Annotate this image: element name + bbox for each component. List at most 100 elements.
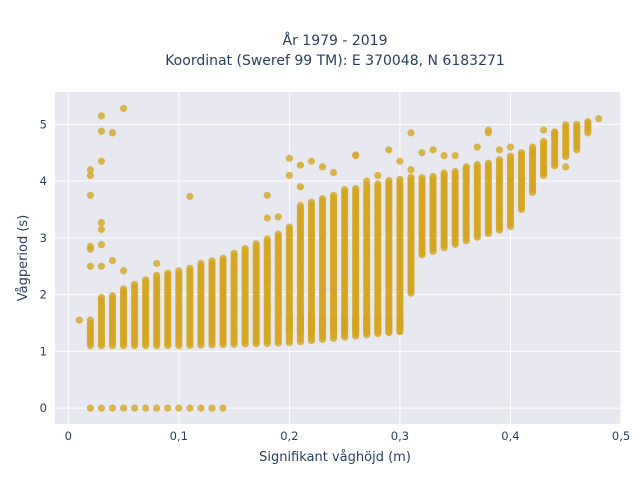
data-point xyxy=(429,146,437,154)
data-point xyxy=(573,146,581,154)
data-point xyxy=(130,404,139,412)
data-point xyxy=(285,314,293,322)
data-point xyxy=(484,159,492,167)
data-point xyxy=(484,129,492,137)
data-point xyxy=(186,192,194,201)
data-point xyxy=(363,177,371,185)
data-point xyxy=(75,316,83,324)
data-point xyxy=(396,285,404,293)
data-point xyxy=(208,404,216,412)
data-point xyxy=(86,166,94,174)
data-point xyxy=(197,404,205,412)
data-point xyxy=(164,404,172,412)
data-point xyxy=(473,143,481,151)
data-point xyxy=(263,276,271,285)
chart-title-line-1: År 1979 - 2019 xyxy=(283,32,388,49)
data-point xyxy=(296,201,305,210)
data-points xyxy=(75,104,603,412)
data-point xyxy=(495,146,503,154)
y-tick-label: 0 xyxy=(40,401,47,415)
data-point xyxy=(296,161,305,169)
data-point xyxy=(285,171,293,180)
data-point xyxy=(274,213,282,221)
data-point xyxy=(352,184,360,193)
data-point xyxy=(86,245,94,253)
data-point xyxy=(97,112,106,120)
data-point xyxy=(396,157,404,165)
data-point xyxy=(506,143,515,151)
data-point xyxy=(551,129,559,137)
data-point xyxy=(186,264,194,272)
data-point xyxy=(142,276,150,284)
data-point xyxy=(153,259,161,267)
y-tick-label: 2 xyxy=(40,288,47,302)
data-point xyxy=(374,180,382,188)
data-point xyxy=(329,168,338,177)
data-point xyxy=(352,314,360,322)
data-point xyxy=(285,154,293,162)
data-point xyxy=(164,269,172,277)
data-point xyxy=(130,280,139,288)
data-point xyxy=(119,267,128,275)
x-tick-label: 0,5 xyxy=(612,429,630,443)
data-point xyxy=(108,292,117,300)
data-point xyxy=(86,262,94,270)
data-point xyxy=(142,404,150,412)
plot-background xyxy=(55,92,621,424)
data-point xyxy=(495,156,503,164)
data-point xyxy=(119,285,128,293)
data-point xyxy=(352,151,360,159)
data-point xyxy=(440,151,448,160)
data-point xyxy=(97,225,106,233)
data-point xyxy=(296,183,305,191)
data-point xyxy=(230,249,238,258)
data-point xyxy=(374,171,382,180)
data-point xyxy=(418,149,426,157)
data-point xyxy=(307,157,316,165)
data-point xyxy=(263,305,271,313)
data-point xyxy=(285,223,293,231)
data-point xyxy=(86,404,94,412)
data-point xyxy=(407,129,415,137)
data-point xyxy=(595,115,603,123)
data-point xyxy=(263,259,271,267)
data-point xyxy=(540,126,548,134)
data-point xyxy=(462,163,470,171)
x-tick-label: 0,3 xyxy=(391,429,409,443)
x-tick-label: 0,4 xyxy=(501,429,519,443)
data-point xyxy=(263,191,271,199)
data-point xyxy=(329,314,338,322)
tick-labels: 0 0,1 0,2 0,3 0,4 0,5 0 1 2 3 4 5 xyxy=(40,117,630,443)
data-point xyxy=(208,257,216,265)
data-point xyxy=(153,404,161,412)
data-point xyxy=(175,404,183,412)
data-point xyxy=(517,149,526,157)
data-point xyxy=(385,314,393,322)
y-tick-label: 3 xyxy=(40,231,47,245)
data-point xyxy=(407,173,415,182)
data-point xyxy=(363,314,371,322)
data-point xyxy=(429,172,437,181)
data-point xyxy=(341,314,349,322)
data-point xyxy=(219,254,227,262)
data-point xyxy=(318,314,327,322)
data-point xyxy=(186,404,194,412)
data-point xyxy=(584,117,592,126)
data-point xyxy=(329,191,338,199)
data-point xyxy=(396,279,404,287)
data-point xyxy=(573,120,581,128)
data-point xyxy=(153,271,161,279)
data-point xyxy=(97,218,106,227)
data-point xyxy=(396,314,404,322)
y-tick-label: 4 xyxy=(40,174,47,188)
data-point xyxy=(451,151,459,160)
data-point xyxy=(97,127,106,135)
data-point xyxy=(97,293,106,302)
data-point xyxy=(385,176,393,185)
x-tick-label: 0 xyxy=(65,429,72,443)
data-point xyxy=(263,235,271,243)
data-point xyxy=(252,240,260,248)
data-point xyxy=(241,245,249,253)
chart-title-line-2: Koordinat (Sweref 99 TM): E 370048, N 61… xyxy=(165,53,505,69)
